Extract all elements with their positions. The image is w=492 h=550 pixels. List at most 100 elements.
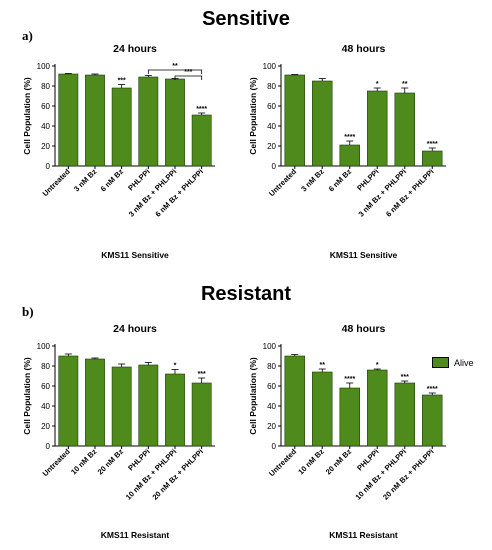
x-tick-label: 20 nM Bz: [324, 447, 354, 477]
significance-label: ****: [344, 134, 355, 141]
x-axis-label: KMS11 Sensitive: [101, 250, 169, 260]
x-tick-label: 3 nM Bz + PHLPPi: [127, 167, 179, 219]
y-tick-label: 60: [41, 102, 50, 111]
y-tick-label: 100: [263, 342, 277, 351]
y-tick-label: 40: [267, 122, 276, 131]
bracket-label: ***: [184, 69, 192, 76]
bracket-label: **: [172, 63, 178, 70]
x-tick-label: 10 nM Bz + PHLPPi: [354, 447, 409, 502]
significance-label: *: [376, 81, 379, 88]
chart-title: 24 hours: [113, 43, 157, 55]
chart-title: 48 hours: [342, 323, 386, 335]
bar-4: [394, 92, 415, 167]
significance-label: ***: [198, 371, 206, 378]
x-tick-label: 10 nM Bz: [296, 447, 326, 477]
significance-label: ****: [427, 141, 438, 148]
chart-sensitive-24h: 24 hours 0 20 40 60 80 100 Cell Population (%) U…: [22, 43, 215, 260]
bar-3: [138, 364, 159, 447]
section-title-resistant: Resistant: [200, 283, 292, 305]
x-tick-label: 20 nM Bz: [96, 447, 126, 477]
y-tick-label: 100: [37, 342, 51, 351]
significance-label: ****: [344, 376, 355, 383]
x-tick-label: Untreated: [41, 167, 72, 198]
significance-label: ***: [118, 78, 126, 85]
x-tick-label: PHLPPi: [126, 167, 152, 193]
chart-resistant-24h: 24 hours 0 20 40 60 80 100 Cell Population (%) U…: [22, 323, 215, 540]
chart-sensitive-48h: 48 hours 0 20 40 60 80 100 Cell Population (%) U…: [248, 43, 446, 260]
x-tick-label: 3 nM Bz + PHLPPi: [357, 167, 409, 219]
bar-2: [339, 387, 360, 447]
significance-label: *: [174, 363, 177, 370]
y-tick-label: 20: [267, 422, 276, 431]
y-tick-label: 40: [41, 402, 50, 411]
y-axis-label: Cell Population (%): [248, 77, 258, 155]
y-tick-label: 20: [41, 142, 50, 151]
y-tick-label: 20: [41, 422, 50, 431]
bar-1: [312, 80, 333, 167]
y-tick-label: 60: [267, 382, 276, 391]
significance-label: ***: [401, 374, 409, 381]
bar-0: [284, 355, 305, 447]
bar-2: [339, 144, 360, 167]
y-tick-label: 80: [267, 82, 276, 91]
y-tick-label: 80: [267, 362, 276, 371]
bar-0: [58, 73, 79, 167]
y-axis-label: Cell Population (%): [248, 357, 258, 435]
y-tick-label: 80: [41, 362, 50, 371]
y-tick-label: 20: [267, 142, 276, 151]
x-tick-label: PHLPPi: [355, 447, 381, 473]
bar-0: [58, 355, 79, 447]
bar-5: [191, 382, 212, 447]
y-axis-label: Cell Population (%): [22, 357, 32, 435]
panel-label-a: a): [22, 28, 33, 43]
x-tick-label: 20 nM Bz + PHLPPi: [381, 447, 436, 502]
y-tick-label: 60: [41, 382, 50, 391]
x-tick-label: PHLPPi: [126, 447, 152, 473]
bar-5: [422, 394, 443, 447]
bar-5: [422, 150, 443, 167]
y-tick-label: 0: [46, 442, 51, 451]
x-tick-label: 3 nM Bz: [72, 167, 99, 194]
x-tick-label: 10 nM Bz: [69, 447, 99, 477]
y-tick-label: 0: [46, 162, 51, 171]
chart-resistant-48h: 48 hours 0 20 40 60 80 100 Cell Population (%) U…: [248, 323, 446, 540]
significance-bracket: [147, 69, 203, 74]
significance-bracket: [174, 75, 203, 80]
bar-0: [284, 74, 305, 167]
x-axis-label: KMS11 Sensitive: [330, 250, 398, 260]
significance-label: **: [320, 362, 326, 369]
y-tick-label: 80: [41, 82, 50, 91]
x-tick-label: 20 nM Bz + PHLPPi: [151, 447, 206, 502]
bar-5: [191, 114, 212, 167]
legend-swatch-alive: [432, 357, 449, 368]
bar-4: [394, 382, 415, 447]
bar-2: [111, 87, 132, 167]
x-axis-label: KMS11 Resistant: [101, 530, 170, 540]
y-tick-label: 0: [272, 162, 277, 171]
y-axis-label: Cell Population (%): [22, 77, 32, 155]
x-tick-label: 6 nM Bz: [99, 167, 126, 194]
significance-label: ****: [196, 106, 207, 113]
bar-3: [367, 369, 388, 447]
bar-3: [367, 90, 388, 167]
significance-label: **: [402, 81, 408, 88]
x-tick-label: 6 nM Bz + PHLPPi: [384, 167, 436, 219]
x-axis-label: KMS11 Resistant: [329, 530, 398, 540]
chart-title: 48 hours: [342, 43, 386, 55]
y-tick-label: 40: [267, 402, 276, 411]
x-tick-label: PHLPPi: [355, 167, 381, 193]
x-tick-label: Untreated: [267, 167, 298, 198]
x-tick-label: 6 nM Bz + PHLPPi: [153, 167, 205, 219]
bar-1: [85, 358, 105, 447]
y-tick-label: 0: [272, 442, 277, 451]
y-tick-label: 60: [267, 102, 276, 111]
chart-title: 24 hours: [113, 323, 157, 335]
bar-1: [85, 74, 105, 167]
bar-4: [165, 78, 185, 167]
significance-label: *: [376, 362, 379, 369]
bar-1: [312, 371, 333, 447]
x-tick-label: Untreated: [41, 447, 72, 478]
x-tick-label: 6 nM Bz: [327, 167, 354, 194]
significance-label: ****: [427, 386, 438, 393]
x-tick-label: 3 nM Bz: [299, 167, 326, 194]
